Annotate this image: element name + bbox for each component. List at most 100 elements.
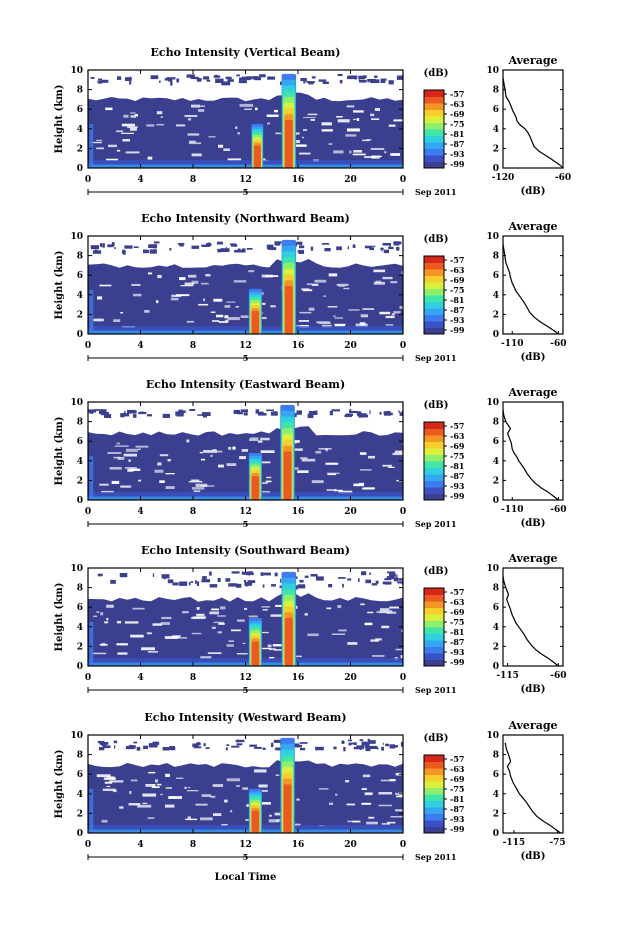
echo-band-cell	[262, 747, 266, 750]
y-tick-label: 10	[70, 398, 83, 408]
avg-y-tick-label: 10	[486, 731, 499, 741]
echo-band-cell	[297, 584, 306, 589]
echo-gap-cell	[157, 462, 162, 466]
average-profile-line	[504, 742, 562, 834]
echo-gap-cell	[353, 110, 364, 113]
echo-band-cell	[194, 746, 202, 749]
echo-band-cell	[388, 80, 394, 85]
echo-gap-cell	[308, 307, 315, 311]
echo-band-cell	[398, 410, 400, 413]
echo-gap-cell	[224, 319, 229, 322]
echo-gap-cell	[231, 629, 241, 632]
x-tick-label: 4	[137, 840, 143, 850]
echo-gap-cell	[191, 153, 202, 157]
echo-gap-cell	[117, 652, 128, 655]
echo-band-cell	[88, 409, 97, 413]
echo-band-cell	[364, 745, 370, 749]
echo-band-cell	[397, 581, 403, 584]
echo-gap-cell	[265, 480, 272, 483]
echo-gap-cell	[236, 785, 240, 787]
echo-band-cell	[401, 580, 403, 585]
echo-band-cell	[99, 742, 109, 745]
echo-gap-cell	[336, 116, 343, 118]
y-tick-label: 0	[77, 496, 83, 506]
date-day-label: 5	[243, 187, 249, 197]
echo-band-cell	[221, 81, 231, 86]
echo-gap-cell	[148, 272, 153, 275]
avg-y-tick-label: 4	[493, 457, 499, 467]
echo-band-cell	[229, 243, 237, 245]
colorbar-swatch	[424, 640, 444, 647]
echo-gap-cell	[203, 298, 206, 302]
echo-gap-cell	[227, 317, 240, 321]
avg-y-tick-label: 10	[486, 564, 499, 574]
echo-band-cell	[240, 409, 248, 413]
echo-band-cell	[359, 746, 362, 750]
echo-gap-cell	[362, 308, 375, 310]
echo-band-cell	[344, 414, 350, 418]
echo-band-cell	[353, 746, 359, 750]
colorbar-tick-label: -63	[450, 99, 465, 109]
echo-band-cell	[369, 572, 371, 575]
echo-gap-cell	[208, 136, 216, 138]
echo-gap-cell	[239, 456, 246, 460]
echo-gap-cell	[363, 487, 375, 490]
echo-gap-cell	[400, 655, 403, 659]
echo-gap-cell	[240, 315, 249, 318]
colorbar-tick-label: -69	[450, 109, 465, 119]
echo-band-cell	[375, 580, 379, 584]
x-tick-label: 8	[190, 673, 196, 683]
panel-1: Echo Intensity (Vertical Beam) 0 2 4 6 8 10 0 4 8…	[54, 46, 571, 197]
echo-gap-cell	[380, 608, 390, 611]
colorbar-tick-label: -81	[450, 461, 464, 471]
colorbar-swatch	[424, 820, 444, 827]
echo-gap-cell	[125, 151, 140, 154]
echo-gap-cell	[346, 128, 360, 132]
colorbar-swatch	[424, 781, 444, 788]
echo-gap-cell	[92, 652, 106, 655]
colorbar-tick-label: -87	[450, 139, 464, 149]
echo-gap-cell	[114, 445, 129, 447]
colorbar-tick-label: -93	[450, 481, 465, 491]
date-label: Sep 2011	[415, 852, 457, 862]
echo-gap-cell	[394, 450, 403, 454]
echo-gap-cell	[129, 468, 141, 471]
echo-gap-cell	[379, 311, 391, 315]
echo-gap-cell	[175, 635, 180, 638]
echo-band-cell	[129, 77, 132, 81]
echo-gap-cell	[360, 603, 365, 606]
echo-gap-cell	[370, 639, 379, 642]
echo-band-cell	[94, 409, 103, 411]
echo-gap-cell	[189, 140, 196, 143]
echo-band-cell	[234, 249, 243, 253]
colorbar-swatch	[424, 620, 444, 628]
echo-band-cell	[321, 243, 330, 245]
echo-band-cell	[381, 746, 384, 751]
echo-gap-cell	[333, 489, 343, 492]
echo-gap-cell	[128, 803, 141, 806]
echo-gap-cell	[327, 473, 336, 476]
echo-gap-cell	[367, 611, 374, 614]
echo-band-cell	[127, 409, 136, 414]
echo-gap-cell	[255, 107, 258, 111]
echo-band-cell	[369, 410, 371, 415]
echo-gap-cell	[148, 771, 156, 774]
echo-band-cell	[243, 79, 245, 81]
echo-gap-cell	[211, 608, 219, 611]
echo-gap-cell	[203, 450, 217, 453]
echo-gap-cell	[116, 149, 121, 152]
colorbar-swatch	[424, 448, 444, 455]
echo-band-cell	[202, 413, 207, 418]
echo-band-cell	[227, 79, 234, 82]
echo-band-cell	[384, 582, 391, 585]
echo-band-cell	[401, 411, 403, 414]
echo-gap-cell	[195, 803, 208, 806]
echo-gap-cell	[236, 653, 248, 655]
echo-gap-cell	[318, 322, 331, 324]
echo-gap-cell	[101, 819, 108, 823]
echo-gap-cell	[244, 607, 248, 610]
avg-y-tick-label: 2	[493, 809, 499, 819]
echo-band-cell	[306, 81, 315, 83]
echo-gap-cell	[290, 655, 302, 658]
colorbar-swatch	[424, 601, 444, 608]
